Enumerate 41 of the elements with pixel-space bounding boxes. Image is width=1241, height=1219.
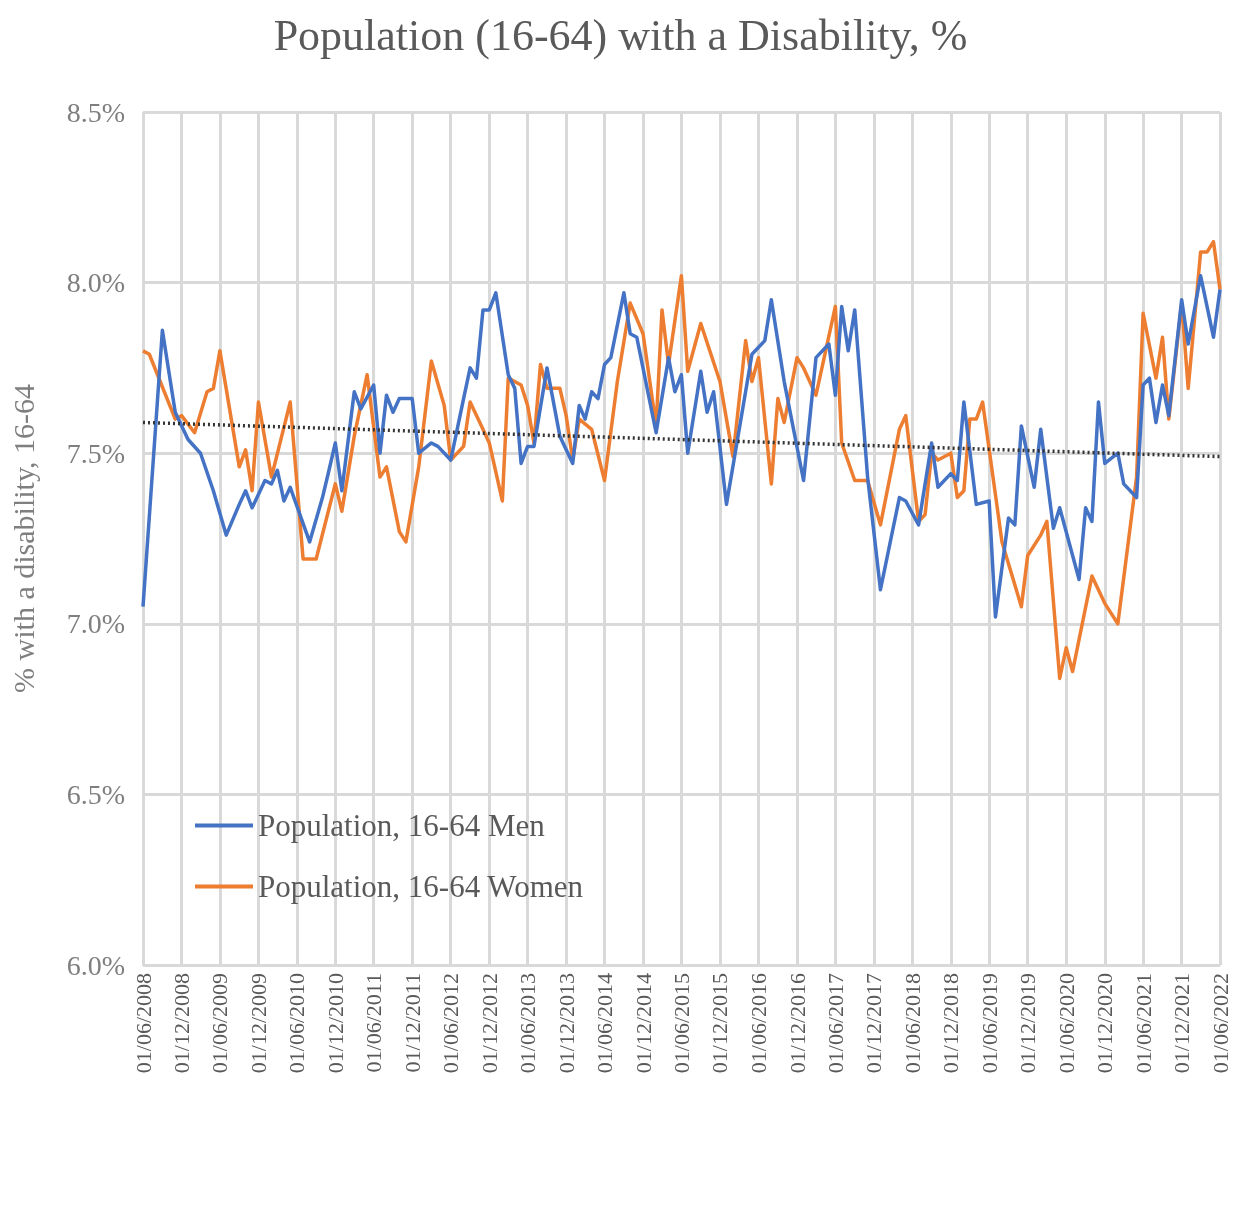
- x-tick-label: 01/06/2012: [438, 973, 464, 1074]
- x-tick-label: 01/12/2020: [1092, 973, 1118, 1074]
- chart-title: Population (16-64) with a Disability, %: [273, 10, 968, 60]
- y-tick-label: 8.0%: [66, 267, 125, 299]
- x-tick-label: 01/06/2017: [822, 973, 848, 1074]
- x-tick-label: 01/12/2008: [169, 973, 195, 1074]
- x-tick-label: 01/06/2010: [284, 973, 310, 1074]
- line-series: [141, 239, 1222, 681]
- x-tick-label: 01/06/2008: [130, 973, 156, 1074]
- x-tick-label: 01/06/2014: [592, 973, 618, 1074]
- x-tick-label: 01/12/2015: [707, 973, 733, 1074]
- x-tick-label: 01/12/2009: [245, 973, 271, 1074]
- x-tick-label: 01/12/2019: [1015, 973, 1041, 1074]
- y-axis-title: % with a disability, 16-64: [6, 384, 40, 693]
- line-series: [141, 274, 1222, 619]
- x-tick-label: 01/06/2018: [899, 973, 925, 1074]
- y-tick-label: 6.5%: [66, 778, 125, 810]
- x-tick-label: 01/06/2021: [1130, 973, 1156, 1074]
- legend-label: Population, 16-64 Women: [258, 869, 584, 904]
- x-tick-label: 01/12/2017: [861, 973, 887, 1074]
- y-tick-label: 7.5%: [66, 437, 125, 469]
- x-tick-label: 01/06/2022: [1207, 973, 1233, 1074]
- x-tick-label: 01/06/2009: [207, 973, 233, 1074]
- x-tick-label: 01/06/2015: [668, 973, 694, 1074]
- x-tick-label: 01/12/2012: [476, 973, 502, 1074]
- x-tick-label: 01/06/2020: [1053, 973, 1079, 1074]
- x-tick-label: 01/12/2013: [553, 973, 579, 1074]
- y-tick-label: 7.0%: [66, 608, 125, 640]
- x-tick-label: 01/12/2021: [1169, 973, 1195, 1074]
- x-tick-label: 01/12/2014: [630, 973, 656, 1074]
- y-tick-label: 8.5%: [66, 96, 125, 128]
- x-tick-label: 01/06/2011: [361, 973, 387, 1073]
- x-tick-label: 01/12/2010: [322, 973, 348, 1074]
- x-tick-label: 01/12/2011: [399, 973, 425, 1073]
- x-tick-label: 01/06/2016: [745, 973, 771, 1074]
- x-tick-label: 01/12/2016: [784, 973, 810, 1074]
- x-tick-label: 01/06/2019: [976, 973, 1002, 1074]
- x-tick-label: 01/12/2018: [938, 973, 964, 1074]
- y-tick-label: 6.0%: [66, 949, 125, 981]
- x-tick-label: 01/06/2013: [515, 973, 541, 1074]
- legend-label: Population, 16-64 Men: [258, 808, 546, 843]
